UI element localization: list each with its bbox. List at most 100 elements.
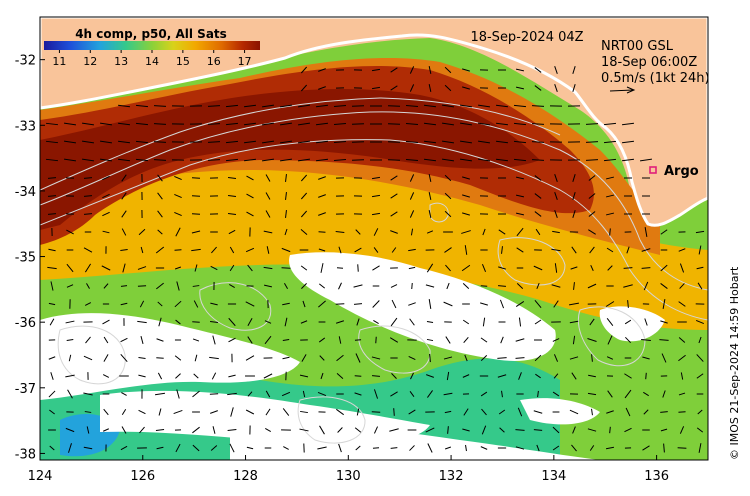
current-vector [591, 408, 593, 416]
current-vector [85, 336, 91, 344]
current-vector [356, 408, 360, 416]
current-vector [173, 409, 183, 415]
current-vector [408, 302, 416, 306]
current-vector [351, 141, 365, 143]
current-vector [210, 265, 218, 271]
current-vector [444, 192, 452, 200]
current-vector [387, 123, 401, 125]
current-vector [83, 392, 93, 396]
current-vector [499, 427, 505, 433]
current-vector [387, 105, 401, 107]
current-vector [121, 228, 127, 236]
current-vector [588, 374, 596, 378]
current-vector [390, 211, 398, 217]
current-vector [320, 263, 324, 273]
current-vector [410, 228, 414, 236]
current-vector [609, 228, 611, 236]
current-vector [588, 193, 596, 199]
current-vector [426, 374, 434, 378]
current-vector [84, 302, 92, 306]
current-vector [158, 317, 162, 327]
colorbar-tick-label: 12 [83, 55, 97, 68]
current-vector [154, 392, 166, 396]
current-vector [121, 409, 127, 415]
current-vector [297, 158, 311, 162]
current-vector [498, 266, 506, 270]
current-vector [534, 354, 542, 362]
current-vector [227, 428, 237, 432]
current-vector [65, 374, 75, 378]
current-vector [153, 123, 167, 125]
current-vector [371, 86, 381, 90]
current-vector [50, 281, 54, 291]
current-vector [261, 140, 275, 144]
current-vector [571, 444, 577, 452]
current-vector [641, 267, 651, 269]
current-vector [679, 426, 685, 434]
current-vector [225, 158, 239, 162]
current-vector [300, 265, 308, 271]
current-vector [390, 317, 398, 327]
current-vector [300, 210, 308, 218]
current-vector [537, 390, 539, 398]
current-vector [243, 140, 257, 144]
current-vector [531, 159, 545, 161]
current-vector [174, 211, 182, 217]
current-vector [639, 158, 653, 162]
current-vector [426, 321, 434, 323]
current-vector [338, 443, 342, 453]
current-vector [86, 283, 90, 289]
current-vector [315, 158, 329, 162]
current-vector [192, 285, 200, 287]
current-vector [390, 391, 398, 397]
current-vector [501, 390, 503, 398]
current-vector [572, 210, 576, 218]
current-vector [570, 266, 578, 270]
current-vector [300, 84, 308, 92]
current-vector [441, 122, 455, 126]
plot-frame [39, 16, 709, 461]
current-vector [245, 409, 255, 415]
current-vector [227, 177, 237, 179]
current-vector [480, 355, 488, 361]
x-tick-label: 124 [28, 469, 53, 484]
current-vector [245, 355, 255, 361]
current-vector [696, 266, 704, 270]
current-vector [554, 192, 558, 200]
plot-area [40, 17, 708, 460]
current-vector [391, 247, 397, 253]
current-vector [569, 302, 579, 306]
current-vector [462, 212, 470, 216]
current-vector [47, 266, 57, 270]
current-vector [354, 427, 362, 433]
current-vector [67, 389, 73, 399]
current-vector [66, 229, 74, 235]
current-vector [443, 392, 453, 396]
current-vector [497, 374, 507, 378]
current-vector [282, 408, 290, 416]
current-vector [193, 300, 199, 308]
current-vector [572, 335, 576, 345]
current-vector [695, 230, 705, 234]
current-vector [515, 86, 525, 90]
current-vector [265, 390, 271, 398]
current-vector [533, 429, 543, 431]
current-vector [83, 195, 93, 197]
current-vector [515, 446, 525, 450]
current-vector [175, 227, 181, 237]
current-vector [679, 263, 685, 273]
current-vector [428, 173, 432, 183]
current-vector [319, 425, 325, 435]
current-vector [157, 192, 163, 200]
x-tick-label: 126 [130, 469, 155, 484]
current-vector [695, 319, 705, 325]
current-vector [641, 339, 651, 341]
current-vector [318, 337, 326, 343]
current-vector [318, 212, 326, 216]
current-vector [191, 195, 201, 197]
current-vector [481, 263, 487, 273]
current-vector [534, 175, 542, 181]
current-vector [408, 355, 416, 361]
current-vector [698, 245, 702, 255]
current-vector [227, 213, 237, 215]
